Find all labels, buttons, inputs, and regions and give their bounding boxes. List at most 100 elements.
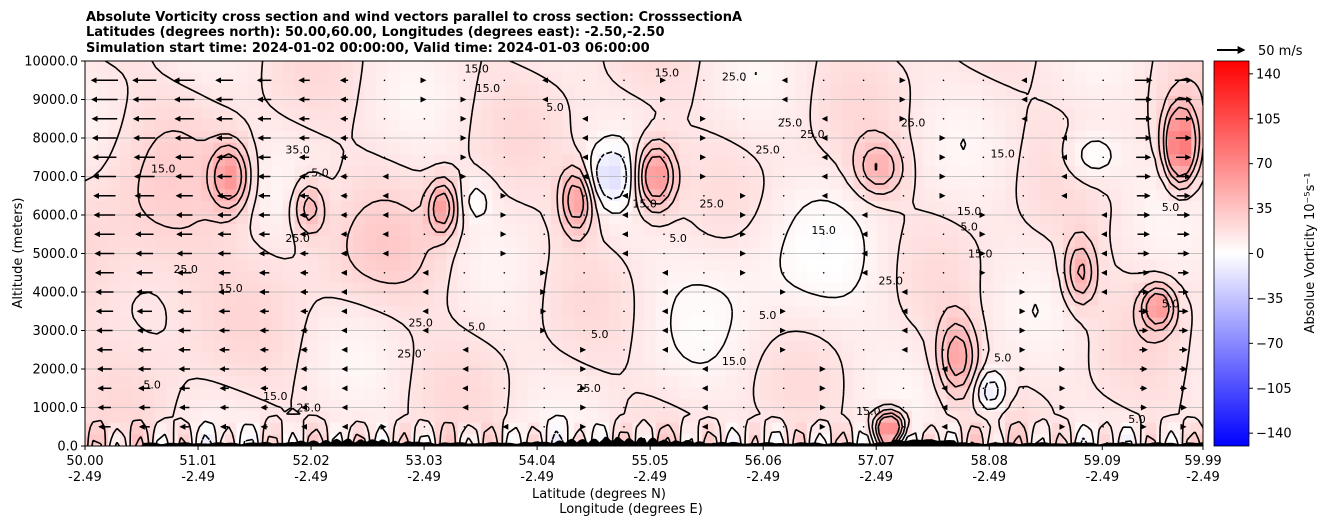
- vorticity-cell-2972: [1133, 84, 1146, 97]
- vorticity-cell-833: [376, 154, 389, 167]
- vorticity-cell-117: [119, 271, 133, 284]
- vorticity-cell-849: [376, 341, 389, 354]
- vorticity-cell-94: [108, 387, 121, 400]
- vorticity-cell-503: [259, 154, 272, 167]
- vorticity-cell-566: [282, 119, 296, 132]
- vorticity-cell-1155: [492, 61, 505, 74]
- wind-vector-133: [942, 349, 945, 351]
- vorticity-cell-2485: [958, 177, 971, 190]
- vorticity-cell-2137: [830, 352, 843, 365]
- vorticity-cell-809: [364, 259, 377, 272]
- vorticity-cell-1498: [609, 212, 622, 225]
- vorticity-cell-2867: [1086, 399, 1099, 412]
- vorticity-cell-1016: [434, 364, 447, 377]
- vorticity-cell-2625: [1005, 271, 1018, 284]
- vorticity-cell-979: [422, 317, 435, 330]
- vorticity-cell-2685: [1028, 201, 1041, 214]
- vorticity-cell-2158: [841, 212, 855, 225]
- vorticity-cell-1819: [725, 107, 738, 120]
- vorticity-cell-1487: [609, 84, 622, 97]
- vorticity-cell-2888: [1098, 259, 1111, 272]
- vorticity-cell-923: [399, 434, 412, 446]
- vorticity-cell-2765: [1051, 364, 1064, 377]
- vorticity-cell-986: [422, 399, 435, 412]
- wind-vector-177: [463, 310, 466, 313]
- vorticity-cell-1373: [562, 294, 575, 307]
- vorticity-cell-757: [341, 422, 354, 435]
- vorticity-cell-307: [189, 177, 203, 190]
- vorticity-cell-1935: [760, 306, 773, 319]
- vorticity-cell-118: [119, 282, 133, 295]
- vorticity-cell-1951: [772, 107, 785, 120]
- vorticity-cell-1422: [585, 96, 599, 109]
- vorticity-cell-3159: [1191, 341, 1203, 354]
- vorticity-cell-653: [306, 364, 319, 377]
- vorticity-cell-1740: [690, 341, 703, 354]
- vorticity-cell-2692: [1028, 282, 1041, 295]
- vorticity-cell-2037: [795, 341, 808, 354]
- vorticity-cell-1471: [597, 282, 610, 295]
- wind-vector-431: [543, 137, 545, 139]
- vorticity-cell-1952: [772, 119, 785, 132]
- wind-vector-399: [383, 156, 386, 159]
- vorticity-cell-2109: [818, 411, 831, 424]
- vorticity-cell-1744: [690, 387, 703, 400]
- vorticity-cell-25: [85, 352, 98, 365]
- vorticity-cell-250: [166, 282, 179, 295]
- vorticity-cell-2770: [1051, 422, 1064, 435]
- vorticity-cell-2620: [1005, 212, 1018, 225]
- vorticity-cell-3147: [1191, 201, 1203, 214]
- vorticity-cell-2695: [1028, 317, 1041, 330]
- vorticity-cell-2521: [970, 212, 983, 225]
- vorticity-cell-2649: [1016, 166, 1029, 179]
- vorticity-cell-991: [434, 72, 447, 85]
- vorticity-cell-205: [154, 142, 168, 155]
- vorticity-cell-1401: [574, 236, 587, 249]
- vorticity-cell-1382: [562, 399, 575, 412]
- vorticity-cell-642: [306, 236, 319, 249]
- vorticity-cell-1522: [620, 107, 633, 120]
- wind-vector-67: [543, 387, 545, 390]
- vorticity-cell-3069: [1168, 61, 1181, 74]
- vorticity-cell-908: [399, 259, 412, 272]
- vorticity-cell-1246: [515, 352, 529, 365]
- vorticity-cell-658: [306, 422, 319, 435]
- vorticity-cell-726: [341, 61, 354, 74]
- vorticity-cell-3149: [1191, 224, 1203, 237]
- x-tick-lon-label-10: -2.49: [1186, 470, 1220, 485]
- vorticity-cell-3158: [1191, 329, 1203, 342]
- vorticity-cell-516: [259, 306, 272, 319]
- vorticity-cell-1079: [457, 329, 470, 342]
- vorticity-cell-2937: [1121, 61, 1134, 74]
- vorticity-cell-1261: [527, 142, 540, 155]
- vorticity-cell-2585: [993, 189, 1006, 202]
- vorticity-cell-934: [411, 177, 424, 190]
- vorticity-cell-2761: [1051, 317, 1064, 330]
- vorticity-cell-1900: [748, 282, 762, 295]
- vorticity-cell-1141: [480, 282, 494, 295]
- vorticity-cell-815: [364, 329, 377, 342]
- vorticity-cell-1803: [713, 306, 727, 319]
- vorticity-cell-1457: [597, 119, 610, 132]
- vorticity-cell-881: [387, 329, 401, 342]
- vorticity-cell-823: [364, 422, 377, 435]
- vorticity-cell-147: [131, 236, 144, 249]
- vorticity-cell-88: [108, 317, 121, 330]
- vorticity-cell-2995: [1133, 352, 1146, 365]
- vorticity-cell-875: [387, 259, 401, 272]
- vorticity-cell-1980: [783, 61, 796, 74]
- vorticity-cell-185: [143, 294, 156, 307]
- contour-label-28: 15.0: [856, 405, 881, 418]
- colorbar-tick-label-7: −105: [1256, 382, 1292, 397]
- vorticity-cell-2059: [807, 212, 820, 225]
- vorticity-cell-1884: [748, 96, 762, 109]
- vorticity-cell-2079: [818, 61, 831, 74]
- vorticity-cell-2344: [911, 72, 925, 85]
- vorticity-cell-1026: [446, 96, 459, 109]
- vorticity-cell-456: [236, 376, 249, 389]
- vorticity-cell-1493: [609, 154, 622, 167]
- wind-vector-467: [862, 118, 865, 120]
- vorticity-cell-710: [329, 259, 342, 272]
- vorticity-cell-515: [259, 294, 272, 307]
- vorticity-cell-1247: [515, 364, 529, 377]
